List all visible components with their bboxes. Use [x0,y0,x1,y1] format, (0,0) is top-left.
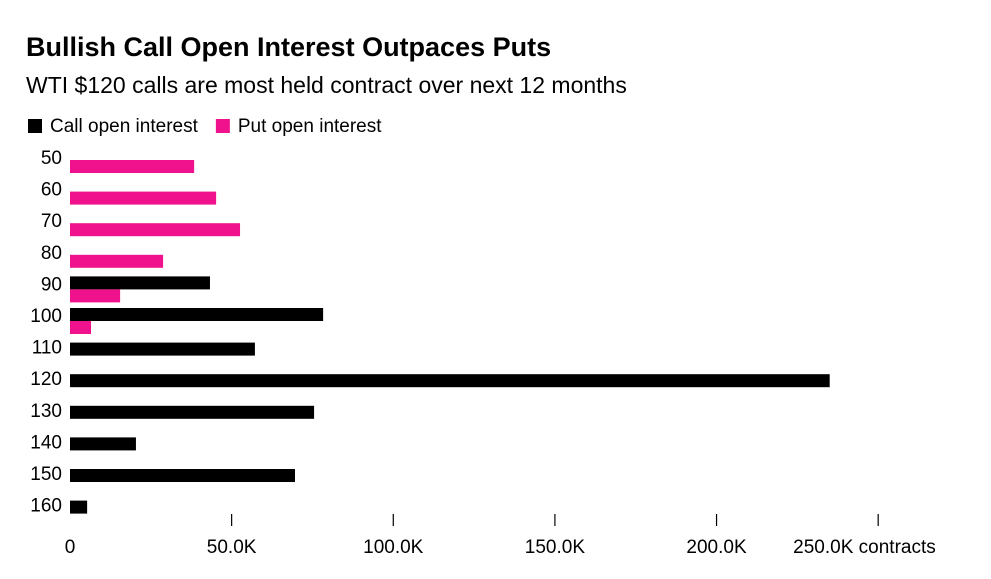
x-tick-label: 150.0K [525,537,586,558]
x-tick-label: 50.0K [207,537,257,558]
y-tick-label: 120 [30,369,62,390]
bar [70,342,255,356]
bar [70,289,121,303]
chart-subtitle: WTI $120 calls are most held contract ov… [26,72,627,98]
x-tick-label: 250.0K contracts [793,537,936,558]
y-tick-label: 100 [30,306,62,327]
chart-title: Bullish Call Open Interest Outpaces Puts [26,32,551,62]
x-tick-label: 200.0K [686,537,747,558]
y-tick-label: 130 [30,401,62,422]
bar [70,160,195,173]
bar [70,405,315,419]
x-tick-label: 100.0K [363,537,424,558]
x-tick-label: 0 [65,537,76,558]
legend-label: Call open interest [50,116,199,137]
y-tick-label: 70 [41,211,62,232]
bar [70,191,217,205]
bar [70,374,830,388]
y-tick-label: 90 [41,274,62,295]
y-tick-label: 110 [32,338,62,359]
bar [70,469,295,482]
y-tick-label: 160 [30,496,62,517]
legend-label: Put open interest [238,116,382,137]
bar [70,308,324,321]
y-tick-label: 60 [41,180,62,201]
bar [70,276,210,290]
y-tick-label: 80 [41,243,62,264]
legend-swatch [215,119,230,133]
y-tick-label: 50 [41,148,62,169]
bar [70,500,88,514]
bar [70,254,164,268]
bar [70,321,92,334]
bar [70,223,241,237]
bar [70,437,136,451]
y-tick-label: 150 [30,464,62,485]
legend-swatch [28,119,42,133]
y-tick-label: 140 [30,432,62,453]
